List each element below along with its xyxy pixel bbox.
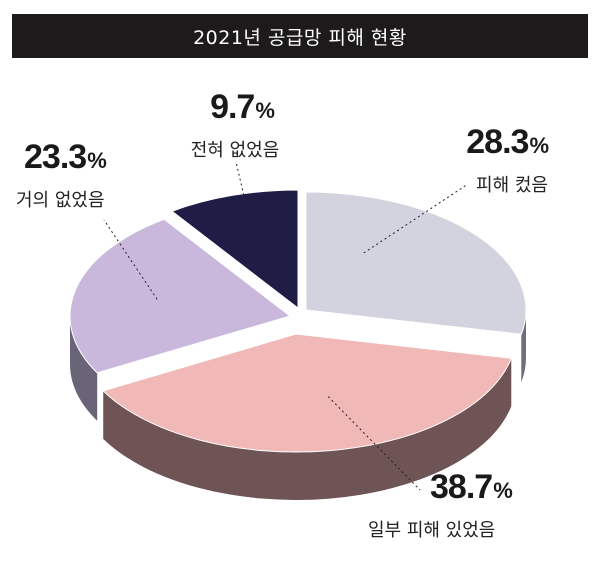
slice-partial (102, 333, 512, 453)
slice-severe-side (521, 310, 526, 383)
slice-little (69, 218, 292, 374)
slice-category-partial: 일부 피해 있었음 (368, 520, 496, 541)
slice-category-severe: 피해 컸음 (476, 175, 548, 196)
slice-category-none: 전혀 없었음 (190, 140, 280, 161)
slice-little-leader-line (103, 219, 158, 300)
slice-none (171, 189, 299, 310)
slice-none-leader-line (235, 161, 253, 230)
slice-category-little: 거의 없었음 (16, 190, 105, 211)
slice-value-little: 23.3% (24, 138, 107, 176)
slice-value-none: 9.7% (210, 88, 275, 126)
slice-partial-leader-line (327, 396, 421, 491)
slice-label-little: 23.3% 거의 없었음 (16, 138, 144, 212)
slice-partial-side (103, 358, 512, 500)
slice-value-severe: 28.3% (466, 123, 549, 161)
slice-value-partial: 38.7% (430, 468, 513, 506)
slice-severe (305, 191, 527, 335)
slice-label-severe: 28.3% 피해 컸음 (420, 123, 549, 197)
slice-label-none: 9.7% 전혀 없었음 (170, 90, 300, 162)
chart-title: 2021년 공급망 피해 현황 (12, 14, 588, 58)
slice-label-partial: 38.7% 일부 피해 있었음 (368, 470, 568, 542)
slice-severe-leader-line (363, 183, 469, 254)
slice-little-side (70, 316, 98, 421)
